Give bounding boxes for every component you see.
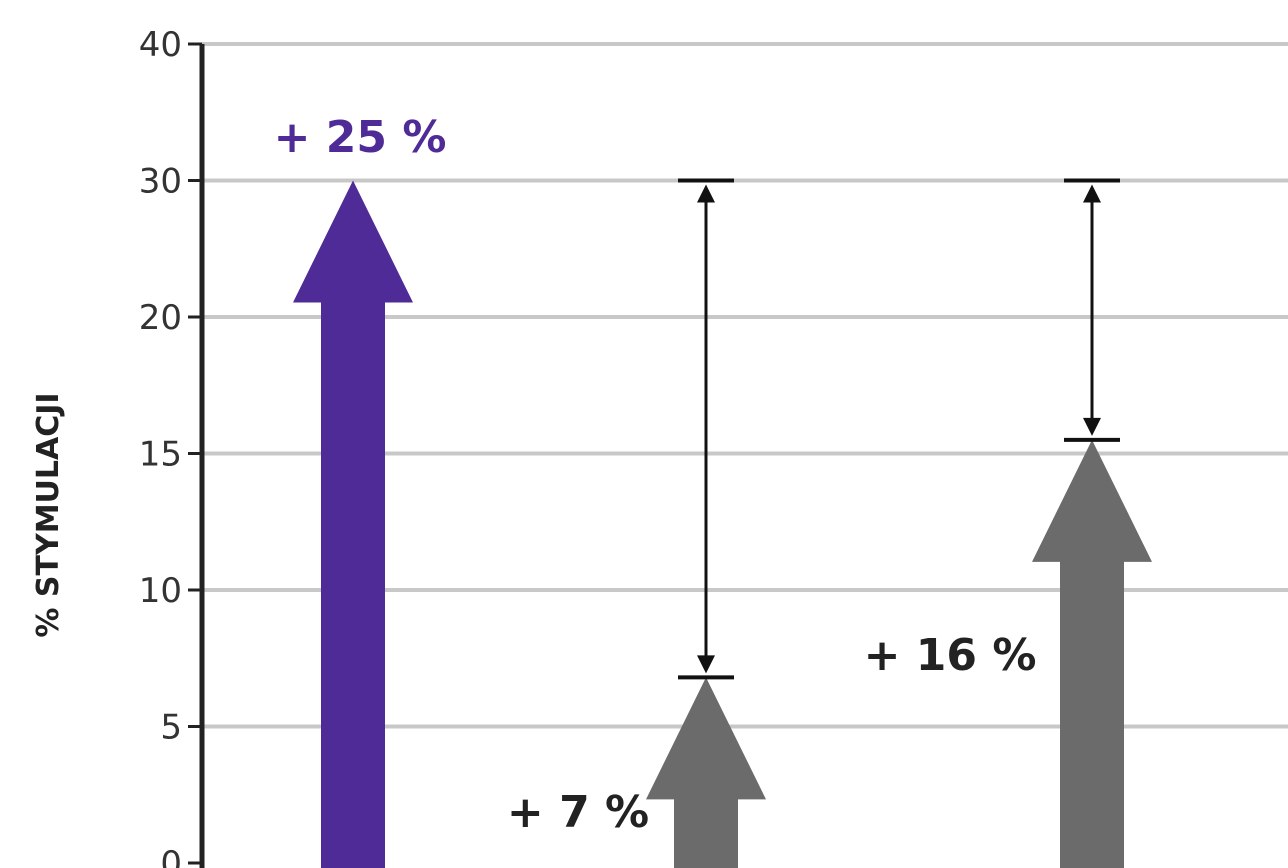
y-tick-label: 5 bbox=[160, 708, 182, 748]
y-tick-label: 40 bbox=[139, 25, 182, 65]
gap-arrowhead-up bbox=[697, 184, 715, 203]
data-label: + 16 % bbox=[864, 630, 1037, 681]
data-label: + 25 % bbox=[274, 112, 447, 163]
arrow-bars bbox=[293, 180, 1152, 868]
gap-arrowhead-down bbox=[1083, 417, 1101, 436]
y-tick-label: 20 bbox=[139, 298, 182, 338]
y-tick-label: 15 bbox=[139, 435, 182, 475]
y-tick-label: 30 bbox=[139, 162, 182, 202]
y-axis-title: % STYMULACJI bbox=[31, 392, 66, 637]
y-tick-label: 10 bbox=[139, 571, 182, 611]
gap-arrowhead-down bbox=[697, 655, 715, 674]
data-label: + 7 % bbox=[507, 787, 649, 838]
gap-indicators bbox=[678, 178, 1120, 680]
gap-arrowhead-up bbox=[1083, 184, 1101, 203]
arrow-bar bbox=[1032, 439, 1152, 868]
arrow-bar bbox=[646, 677, 766, 868]
arrow-bar bbox=[293, 180, 413, 868]
labels: 0 5 10 15 20 30 40 + 25 % + 7 % + 16 % bbox=[139, 25, 1037, 868]
y-tick-label: 0 bbox=[160, 844, 182, 868]
